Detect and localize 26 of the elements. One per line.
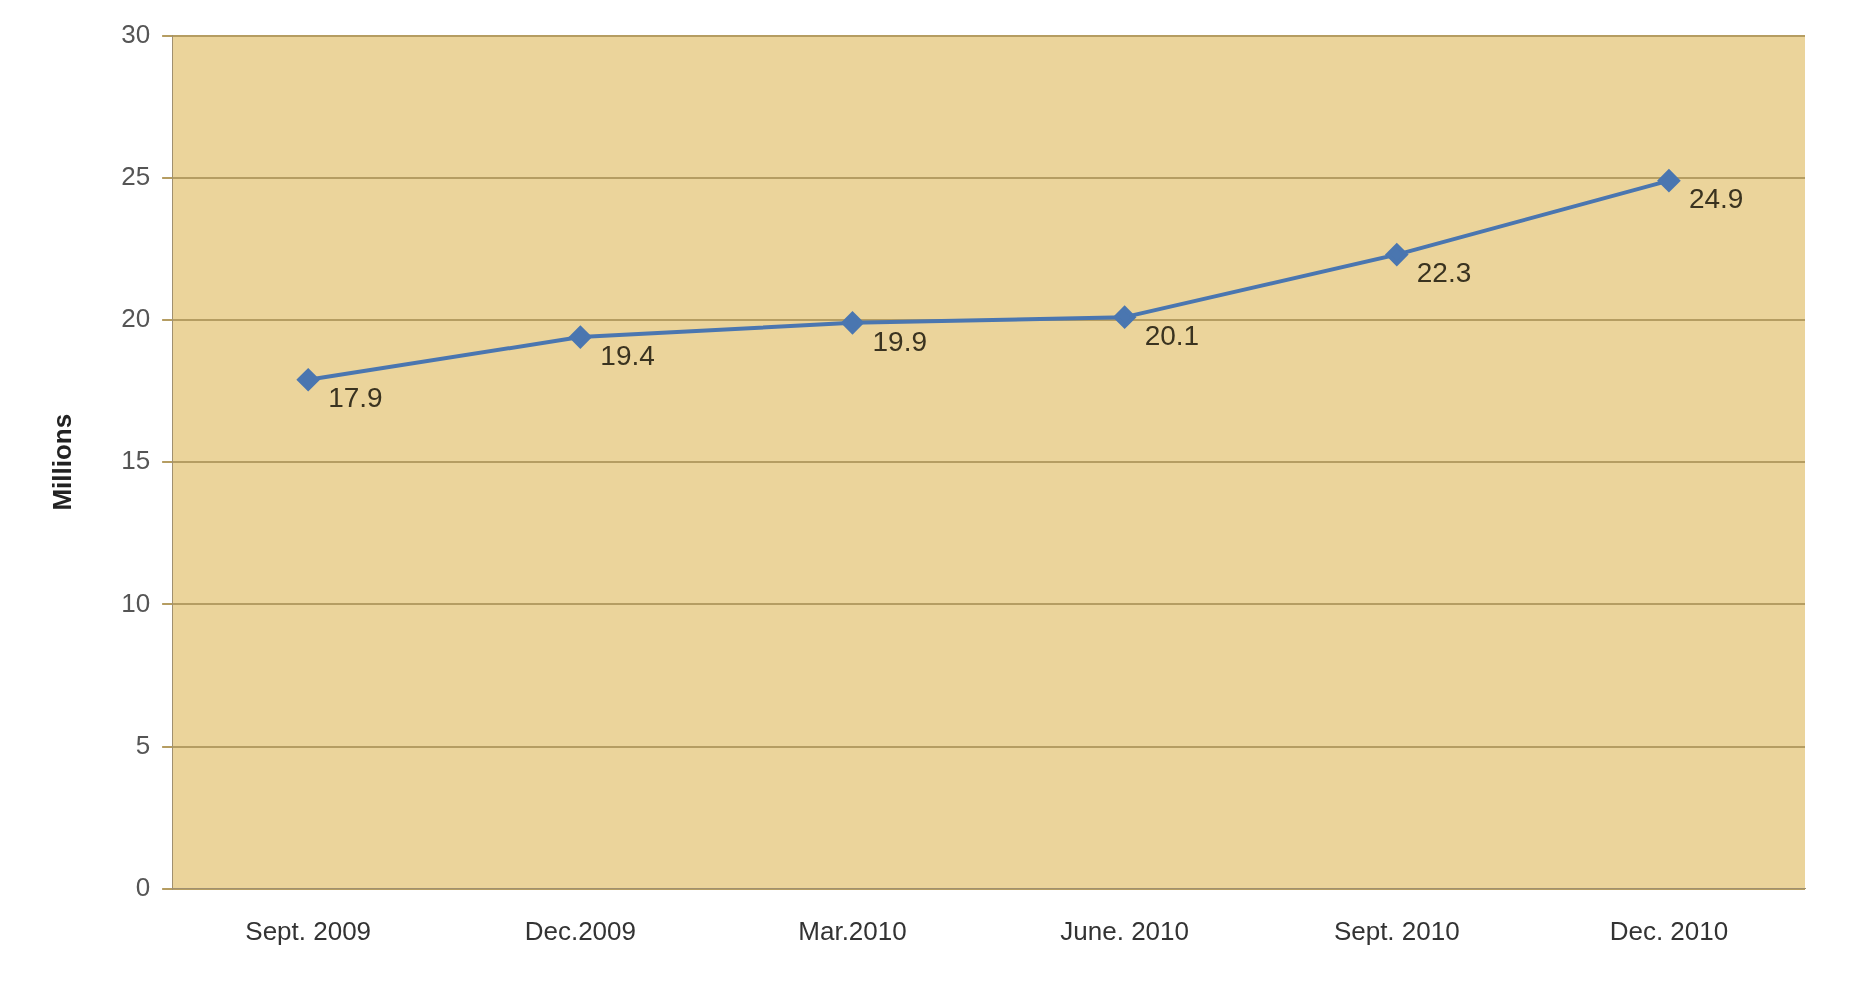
data-label: 19.4: [600, 339, 655, 371]
x-tick-label: Dec. 2010: [1609, 915, 1729, 946]
data-label: 17.9: [328, 382, 383, 414]
y-tick-label: 10: [121, 587, 151, 618]
data-label: 20.1: [1144, 319, 1200, 351]
point: [841, 311, 864, 334]
x-tick-label: Dec.2009: [524, 915, 636, 946]
x-tick-label: Mar.2010: [798, 915, 907, 946]
y-axis-title: Millions: [46, 413, 77, 511]
y-tick-label: 30: [121, 18, 151, 49]
y-tick-label: 20: [121, 303, 151, 334]
x-tick-label: June. 2010: [1060, 915, 1189, 946]
point: [1657, 169, 1680, 192]
point: [1113, 306, 1136, 329]
point: [1385, 243, 1408, 266]
data-label: 19.9: [872, 325, 927, 357]
data-label: 24.9: [1688, 183, 1744, 215]
y-tick-label: 25: [121, 160, 151, 191]
point: [569, 326, 592, 349]
y-tick-label: 5: [135, 729, 151, 760]
x-tick-label: Sept. 2010: [1333, 915, 1460, 946]
x-tick-label: Sept. 2009: [245, 915, 372, 946]
y-tick-label: 15: [121, 445, 151, 476]
data-label: 22.3: [1416, 257, 1472, 289]
y-tick-label: 0: [135, 871, 151, 902]
point: [297, 368, 320, 391]
